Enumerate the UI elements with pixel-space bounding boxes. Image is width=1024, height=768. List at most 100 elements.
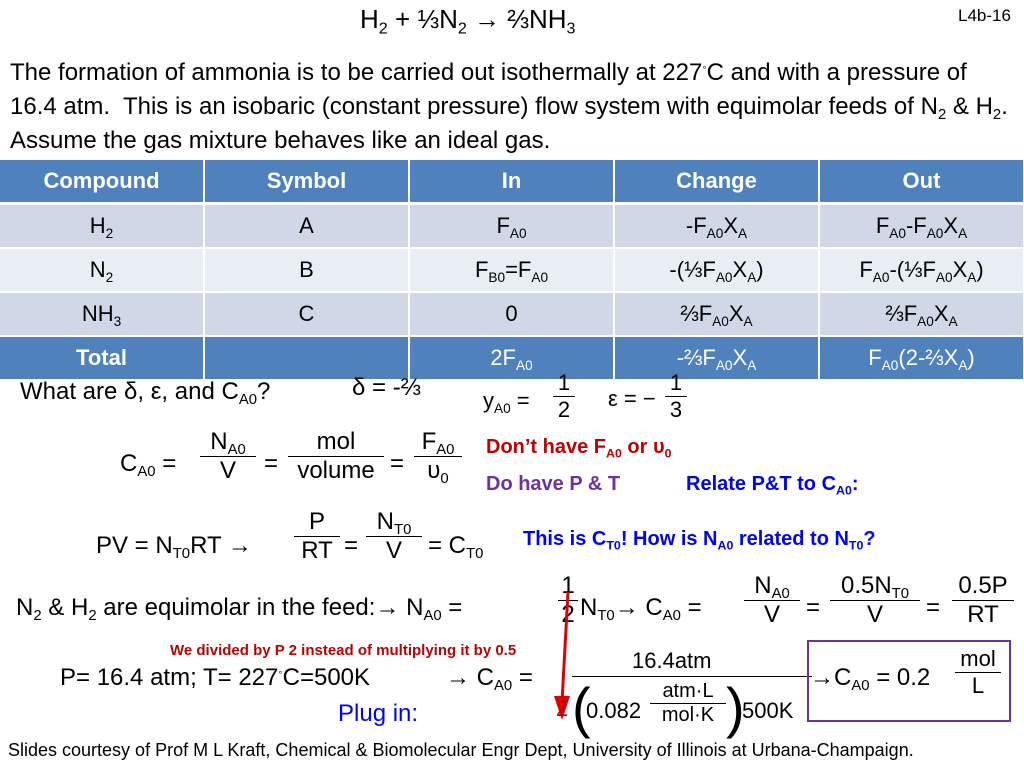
mol-numerator: mol — [316, 428, 356, 455]
na0-numerator: NA0 — [754, 572, 790, 603]
nt0-ca0: NT0→ CA0 = — [580, 594, 702, 625]
fraction-bar — [665, 396, 687, 397]
equimolar-statement: N2 & H2 are equimolar in the feed:→ NA0 … — [16, 594, 463, 625]
half-nt0-numerator: 0.5NT0 — [840, 572, 910, 603]
main-fraction-bar — [572, 676, 812, 677]
cell-total-label: Total — [0, 336, 205, 381]
relate-note: Relate P&T to CA0: — [686, 473, 859, 498]
question-text: What are δ, ε, and CA0? — [20, 378, 271, 409]
half-p-numerator: 0.5P — [958, 572, 1008, 599]
fa0-numerator: FA0 — [421, 428, 455, 459]
cell-total-change: -⅔FA0XA — [614, 336, 820, 381]
header-symbol: Symbol — [204, 160, 410, 205]
table-row: N2 B FB0=FA0 -(⅓FA0XA) FA0-(⅓FA0XA) — [0, 248, 1024, 293]
cell-in: FA0 — [409, 203, 615, 249]
equals-sign: = — [926, 594, 941, 621]
epsilon-label: ε = − — [608, 386, 656, 411]
cell-change: -FA0XA — [614, 203, 820, 249]
rt-denominator: RT — [301, 537, 333, 564]
header-compound: Compound — [0, 160, 205, 205]
fraction-bar — [366, 536, 422, 537]
footer-credit: Slides courtesy of Prof M L Kraft, Chemi… — [8, 740, 914, 760]
nt0-over-v: NT0 V — [366, 508, 422, 565]
temperature: 500K — [742, 698, 794, 723]
ct0-value: = CT0 — [428, 532, 484, 563]
cell-out: FA0-FA0XA — [819, 203, 1024, 249]
stoichiometric-table: Compound Symbol In Change Out H2 A FA0 -… — [0, 160, 1024, 381]
do-have-note: Do have P & T — [486, 473, 621, 495]
half-nt0-over-v: 0.5NT0 V — [830, 572, 920, 629]
mol-over-volume: mol volume — [288, 428, 384, 485]
cell-total-in: 2FA0 — [409, 336, 615, 381]
fraction-bar — [955, 672, 1001, 673]
cell-symbol: B — [204, 248, 410, 293]
cell-symbol: A — [204, 203, 410, 249]
fraction-bar — [830, 600, 920, 601]
arrow-ca0: → CA0 = — [446, 664, 533, 695]
header-in: In — [409, 160, 615, 205]
cell-total-out: FA0(2-⅔XA) — [819, 336, 1024, 381]
header-out: Out — [819, 160, 1024, 205]
rt-denominator: RT — [967, 601, 999, 628]
r-value: 0.082 — [586, 698, 642, 723]
problem-statement: The formation of ammonia is to be carrie… — [10, 59, 1008, 154]
ya0-fraction: 1 2 — [553, 370, 575, 423]
cell-out: FA0-(⅓FA0XA) — [819, 248, 1024, 293]
na0-numerator: NA0 — [210, 428, 246, 459]
cell-in: 0 — [409, 292, 615, 337]
volume-denominator: volume — [297, 457, 375, 484]
fraction-bar — [414, 456, 462, 457]
equals-sign: = — [806, 594, 821, 621]
red-arrow — [554, 591, 570, 720]
p-numerator: P — [308, 508, 325, 535]
delta-value: δ = -⅔ — [352, 374, 421, 401]
result-lhs: →CA0 = 0.2 — [810, 664, 931, 695]
fraction-bar — [553, 396, 575, 397]
cell-change: ⅔FA0XA — [614, 292, 820, 337]
reaction-equation: H2 + ⅓N2 → ⅔NH3 — [360, 4, 576, 38]
ya0-label: yA0 = — [483, 388, 530, 416]
na0-over-v-2: NA0 V — [744, 572, 800, 629]
ya0-denominator: 2 — [557, 397, 571, 422]
fa0-over-v0: FA0 υ0 — [414, 428, 462, 488]
r-units: atm·L mol·K — [650, 680, 726, 727]
conditions: P= 16.4 atm; T= 227◦C=500K — [60, 664, 371, 691]
result-box — [807, 640, 1011, 722]
r-unit-denominator: mol·K — [661, 704, 715, 726]
factor-two: 2 — [556, 696, 569, 721]
slide-number: L4b-16 — [958, 6, 1011, 25]
r-unit-numerator: atm·L — [662, 680, 714, 702]
ya0-numerator: 1 — [557, 370, 571, 395]
v-denominator: V — [219, 457, 236, 484]
fraction-bar — [200, 456, 256, 457]
ca0-lhs: CA0 = — [120, 450, 177, 481]
table-row: H2 A FA0 -FA0XA FA0-FA0XA — [0, 203, 1024, 249]
table-header-row: Compound Symbol In Change Out — [0, 160, 1024, 205]
fraction-bar — [952, 600, 1014, 601]
v0-denominator: υ0 — [427, 457, 449, 488]
cell-compound: N2 — [0, 248, 205, 293]
v-denominator: V — [866, 601, 883, 628]
epsilon-numerator: 1 — [669, 370, 683, 395]
equals-sign: = — [264, 450, 279, 477]
cell-compound: H2 — [0, 203, 205, 249]
cell-total-symbol — [204, 336, 410, 381]
result-unit-denominator: L — [971, 673, 985, 698]
numerator-pressure: 16.4atm — [632, 648, 712, 673]
pv-equation: PV = NT0RT → — [96, 532, 252, 563]
cell-in: FB0=FA0 — [409, 248, 615, 293]
epsilon-denominator: 3 — [669, 397, 683, 422]
epsilon-fraction: 1 3 — [665, 370, 687, 423]
open-paren: ( — [572, 676, 591, 739]
plug-in-label: Plug in: — [338, 700, 419, 727]
equals-sign: = — [344, 532, 359, 559]
na0-over-v: NA0 V — [200, 428, 256, 485]
nt0-numerator: NT0 — [376, 508, 412, 539]
result-unit-numerator: mol — [960, 646, 996, 671]
cell-symbol: C — [204, 292, 410, 337]
ct0-note: This is CT0! How is NA0 related to NT0? — [523, 528, 876, 553]
cell-change: -(⅓FA0XA) — [614, 248, 820, 293]
fraction-bar — [650, 703, 726, 704]
p-over-rt: P RT — [294, 508, 340, 565]
equals-sign: = — [390, 450, 405, 477]
